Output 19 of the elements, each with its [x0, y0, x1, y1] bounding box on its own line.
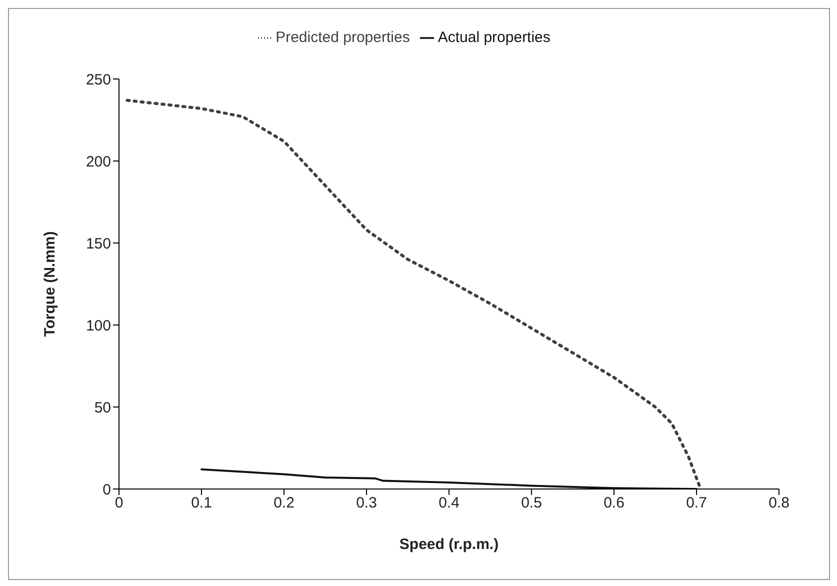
y-tick-label: 100 — [86, 317, 111, 334]
x-tick-label: 0.2 — [274, 494, 294, 512]
y-tick-label: 0 — [102, 481, 111, 498]
x-tick-label: 0 — [114, 494, 124, 512]
y-axis-title: Torque (N.mm) — [41, 231, 58, 337]
y-tick-label: 50 — [94, 399, 111, 416]
x-tick-label: 0.8 — [768, 494, 790, 512]
y-tick-label: 200 — [86, 153, 111, 170]
x-tick-label: 0.6 — [604, 494, 624, 512]
x-axis-title: Speed (r.p.m.) — [399, 536, 499, 553]
y-tick-label: 150 — [86, 235, 111, 252]
x-tick-label: 0.3 — [356, 494, 377, 512]
x-tick-label: 0.7 — [686, 494, 707, 512]
x-tick-label: 0.5 — [521, 494, 542, 512]
x-tick-label: 0.1 — [191, 494, 212, 512]
x-tick-label: 0.4 — [438, 494, 460, 512]
y-tick-label: 250 — [86, 71, 111, 88]
legend-label: Actual properties — [438, 29, 550, 46]
legend-label: Predicted properties — [276, 29, 410, 46]
